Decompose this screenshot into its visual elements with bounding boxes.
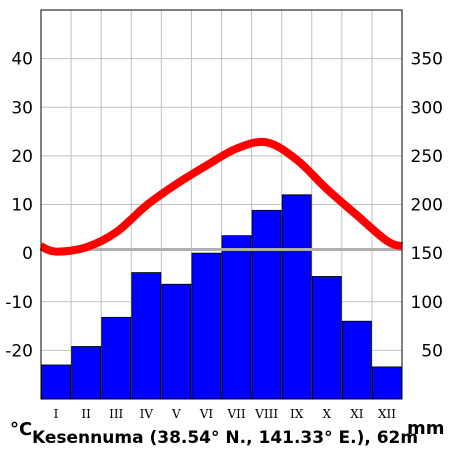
precipitation-bar [281,194,312,400]
temperature-point [325,187,329,191]
temperature-point [114,230,118,234]
precipitation-bar [41,364,71,400]
month-tick-label: VII [226,407,245,421]
temperature-point [355,213,359,217]
left-tick-label: -10 [5,293,33,313]
right-tick-label: 50 [421,341,443,361]
precipitation-bar [161,283,192,400]
right-tick-label: 100 [411,293,443,313]
left-axis-unit: °C [10,419,32,440]
chart-title: Kesennuma (38.54° N., 141.33° E.), 62m [32,428,418,448]
left-tick-label: 30 [11,98,33,118]
temperature-point [235,147,239,151]
month-tick-label: XII [378,407,396,421]
precipitation-bar [71,346,102,400]
precipitation-bar [251,209,282,400]
right-tick-label: 250 [411,147,443,167]
precipitation-bar [101,316,132,400]
right-axis-ticks: 350 300 250 200 150 100 50 [411,50,443,362]
temperature-point [204,164,208,168]
temperature-line [39,137,404,256]
month-tick-label: VIII [254,407,278,421]
month-tick-label: X [323,407,332,421]
temperature-point [144,203,148,207]
left-tick-label: 10 [11,196,33,216]
precipitation-bar [131,272,162,400]
temperature-point [174,182,178,186]
temperature-point [385,239,389,243]
left-axis-ticks: 40 30 20 10 0 -10 -20 [5,50,33,362]
right-tick-label: 200 [411,196,443,216]
left-tick-label: -20 [5,341,33,361]
right-tick-label: 150 [411,244,443,264]
temperature-point [84,245,88,249]
month-tick-label: IV [140,407,154,421]
precipitation-bar [311,276,342,400]
left-tick-label: 40 [11,50,33,70]
month-tick-label: V [171,407,181,421]
left-tick-label: 0 [22,244,33,264]
month-tick-label: VI [199,407,214,421]
temperature-series [39,137,404,256]
month-tick-label: IX [290,407,304,421]
temperature-point [54,250,58,254]
month-tick-label: II [81,407,91,421]
month-tick-label: XI [350,407,364,421]
precipitation-bar [372,366,402,400]
precipitation-bar [191,252,222,400]
precipitation-bars [41,194,402,400]
month-tick-label: I [54,407,59,421]
right-tick-label: 350 [411,50,443,70]
temperature-point [265,140,269,144]
plot-frame [40,9,403,400]
precipitation-bar [221,235,252,400]
right-tick-label: 300 [411,98,443,118]
month-tick-label: III [109,407,123,421]
right-axis-unit: mm [407,418,445,439]
left-tick-label: 20 [11,147,33,167]
month-axis-ticks: I II III IV V VI VII VIII IX X XI XII [54,407,397,421]
precipitation-bar [341,320,372,400]
temperature-point [295,158,299,162]
